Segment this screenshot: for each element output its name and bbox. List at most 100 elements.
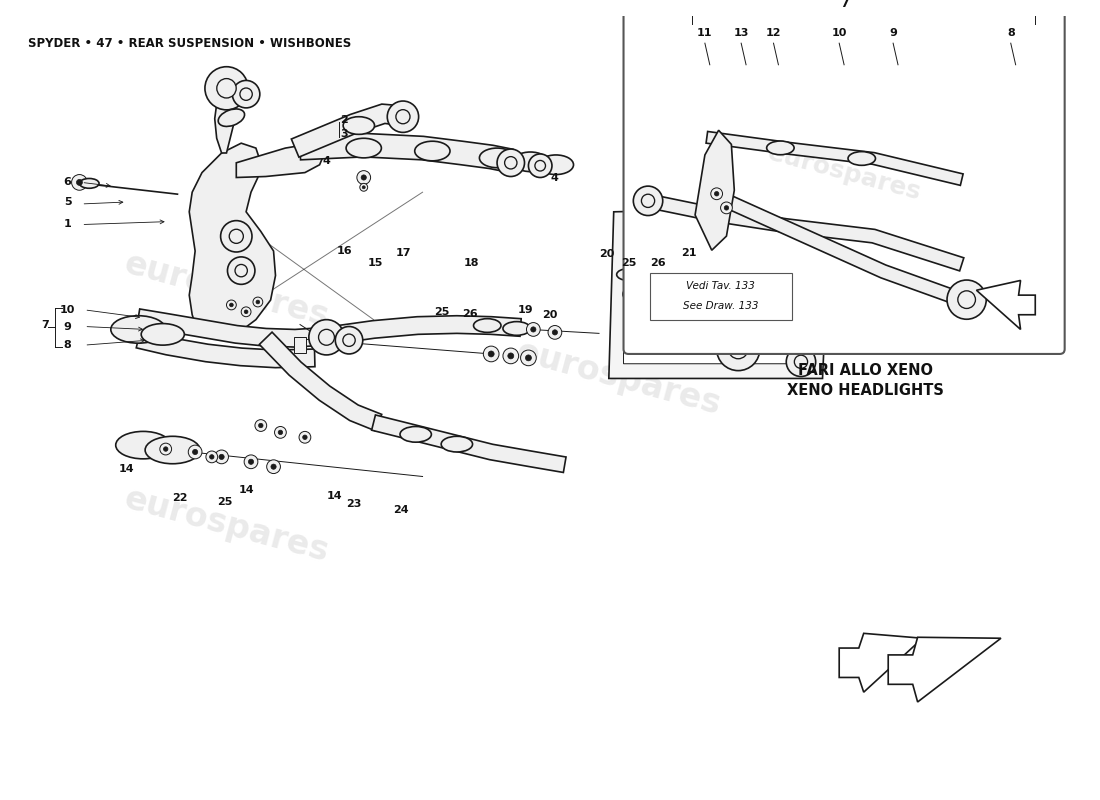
Circle shape	[336, 326, 363, 354]
Ellipse shape	[656, 235, 683, 251]
Circle shape	[230, 303, 233, 306]
Polygon shape	[977, 281, 1035, 330]
Circle shape	[644, 212, 649, 218]
Circle shape	[794, 355, 807, 369]
Text: 5: 5	[64, 197, 72, 207]
Circle shape	[724, 206, 728, 210]
Circle shape	[786, 347, 816, 377]
Polygon shape	[372, 415, 566, 473]
Ellipse shape	[218, 109, 244, 126]
Circle shape	[668, 261, 673, 266]
Circle shape	[647, 290, 659, 302]
Text: 6: 6	[64, 178, 72, 187]
Circle shape	[309, 320, 344, 355]
Text: 25: 25	[217, 497, 232, 507]
Circle shape	[77, 179, 82, 186]
Text: 17: 17	[395, 248, 410, 258]
Ellipse shape	[400, 426, 431, 442]
Text: 25: 25	[434, 306, 450, 317]
Circle shape	[256, 300, 260, 304]
Circle shape	[271, 464, 276, 470]
Text: 20: 20	[600, 249, 615, 259]
Text: 14: 14	[119, 464, 134, 474]
Text: 2: 2	[340, 114, 348, 125]
Circle shape	[343, 334, 355, 346]
Circle shape	[634, 186, 662, 215]
Text: 3: 3	[340, 130, 348, 139]
Circle shape	[637, 256, 651, 270]
Polygon shape	[724, 194, 974, 310]
Circle shape	[548, 326, 562, 339]
Polygon shape	[236, 143, 324, 178]
Circle shape	[651, 294, 656, 298]
Ellipse shape	[848, 152, 876, 166]
Ellipse shape	[79, 178, 99, 188]
Ellipse shape	[767, 141, 794, 154]
Ellipse shape	[513, 152, 548, 172]
Circle shape	[244, 455, 257, 469]
Circle shape	[232, 81, 260, 108]
Text: FARI ALLO XENO: FARI ALLO XENO	[799, 363, 933, 378]
Text: 4: 4	[322, 156, 330, 166]
Circle shape	[488, 351, 494, 357]
Text: 4: 4	[551, 174, 559, 183]
Text: XENO HEADLIGHTS: XENO HEADLIGHTS	[788, 382, 944, 398]
Ellipse shape	[641, 270, 664, 282]
Circle shape	[160, 443, 172, 455]
Text: Vedi Tav. 133: Vedi Tav. 133	[686, 282, 755, 291]
Polygon shape	[624, 220, 812, 364]
Circle shape	[217, 78, 236, 98]
Text: 16: 16	[337, 246, 352, 256]
Polygon shape	[189, 143, 275, 339]
Circle shape	[520, 350, 537, 366]
Circle shape	[530, 327, 536, 332]
Text: 24: 24	[393, 505, 409, 515]
Circle shape	[527, 322, 540, 336]
Polygon shape	[888, 638, 1001, 702]
Text: 21: 21	[682, 248, 697, 258]
Circle shape	[691, 241, 697, 247]
Circle shape	[711, 188, 723, 200]
Circle shape	[714, 191, 719, 196]
Ellipse shape	[116, 431, 170, 459]
Circle shape	[670, 288, 681, 300]
Polygon shape	[136, 330, 315, 368]
Bar	[628, 204, 707, 222]
Text: 9: 9	[889, 28, 898, 38]
Circle shape	[192, 450, 198, 454]
Circle shape	[387, 101, 419, 132]
Circle shape	[228, 257, 255, 284]
Ellipse shape	[617, 269, 640, 281]
Polygon shape	[706, 131, 964, 186]
Circle shape	[214, 450, 229, 464]
Circle shape	[641, 194, 654, 207]
Circle shape	[72, 174, 87, 190]
Circle shape	[240, 88, 252, 100]
Circle shape	[552, 330, 558, 335]
Circle shape	[361, 175, 366, 180]
Text: 10: 10	[60, 305, 76, 315]
Circle shape	[673, 292, 678, 296]
Circle shape	[717, 327, 760, 370]
Circle shape	[221, 221, 252, 252]
Circle shape	[503, 348, 518, 364]
Text: 14: 14	[327, 491, 342, 501]
Bar	[650, 273, 792, 320]
Polygon shape	[136, 309, 326, 347]
Circle shape	[356, 170, 371, 184]
Ellipse shape	[503, 322, 530, 335]
Circle shape	[302, 435, 307, 439]
Text: 10: 10	[832, 28, 847, 38]
Circle shape	[508, 353, 514, 359]
Ellipse shape	[629, 234, 657, 249]
Polygon shape	[323, 316, 521, 345]
Ellipse shape	[343, 117, 374, 134]
Circle shape	[258, 423, 263, 428]
FancyBboxPatch shape	[624, 0, 1065, 354]
Text: eurospares: eurospares	[120, 482, 332, 569]
Ellipse shape	[441, 436, 473, 452]
Circle shape	[362, 186, 365, 189]
Circle shape	[396, 110, 410, 124]
Circle shape	[227, 300, 236, 310]
Polygon shape	[608, 207, 826, 378]
